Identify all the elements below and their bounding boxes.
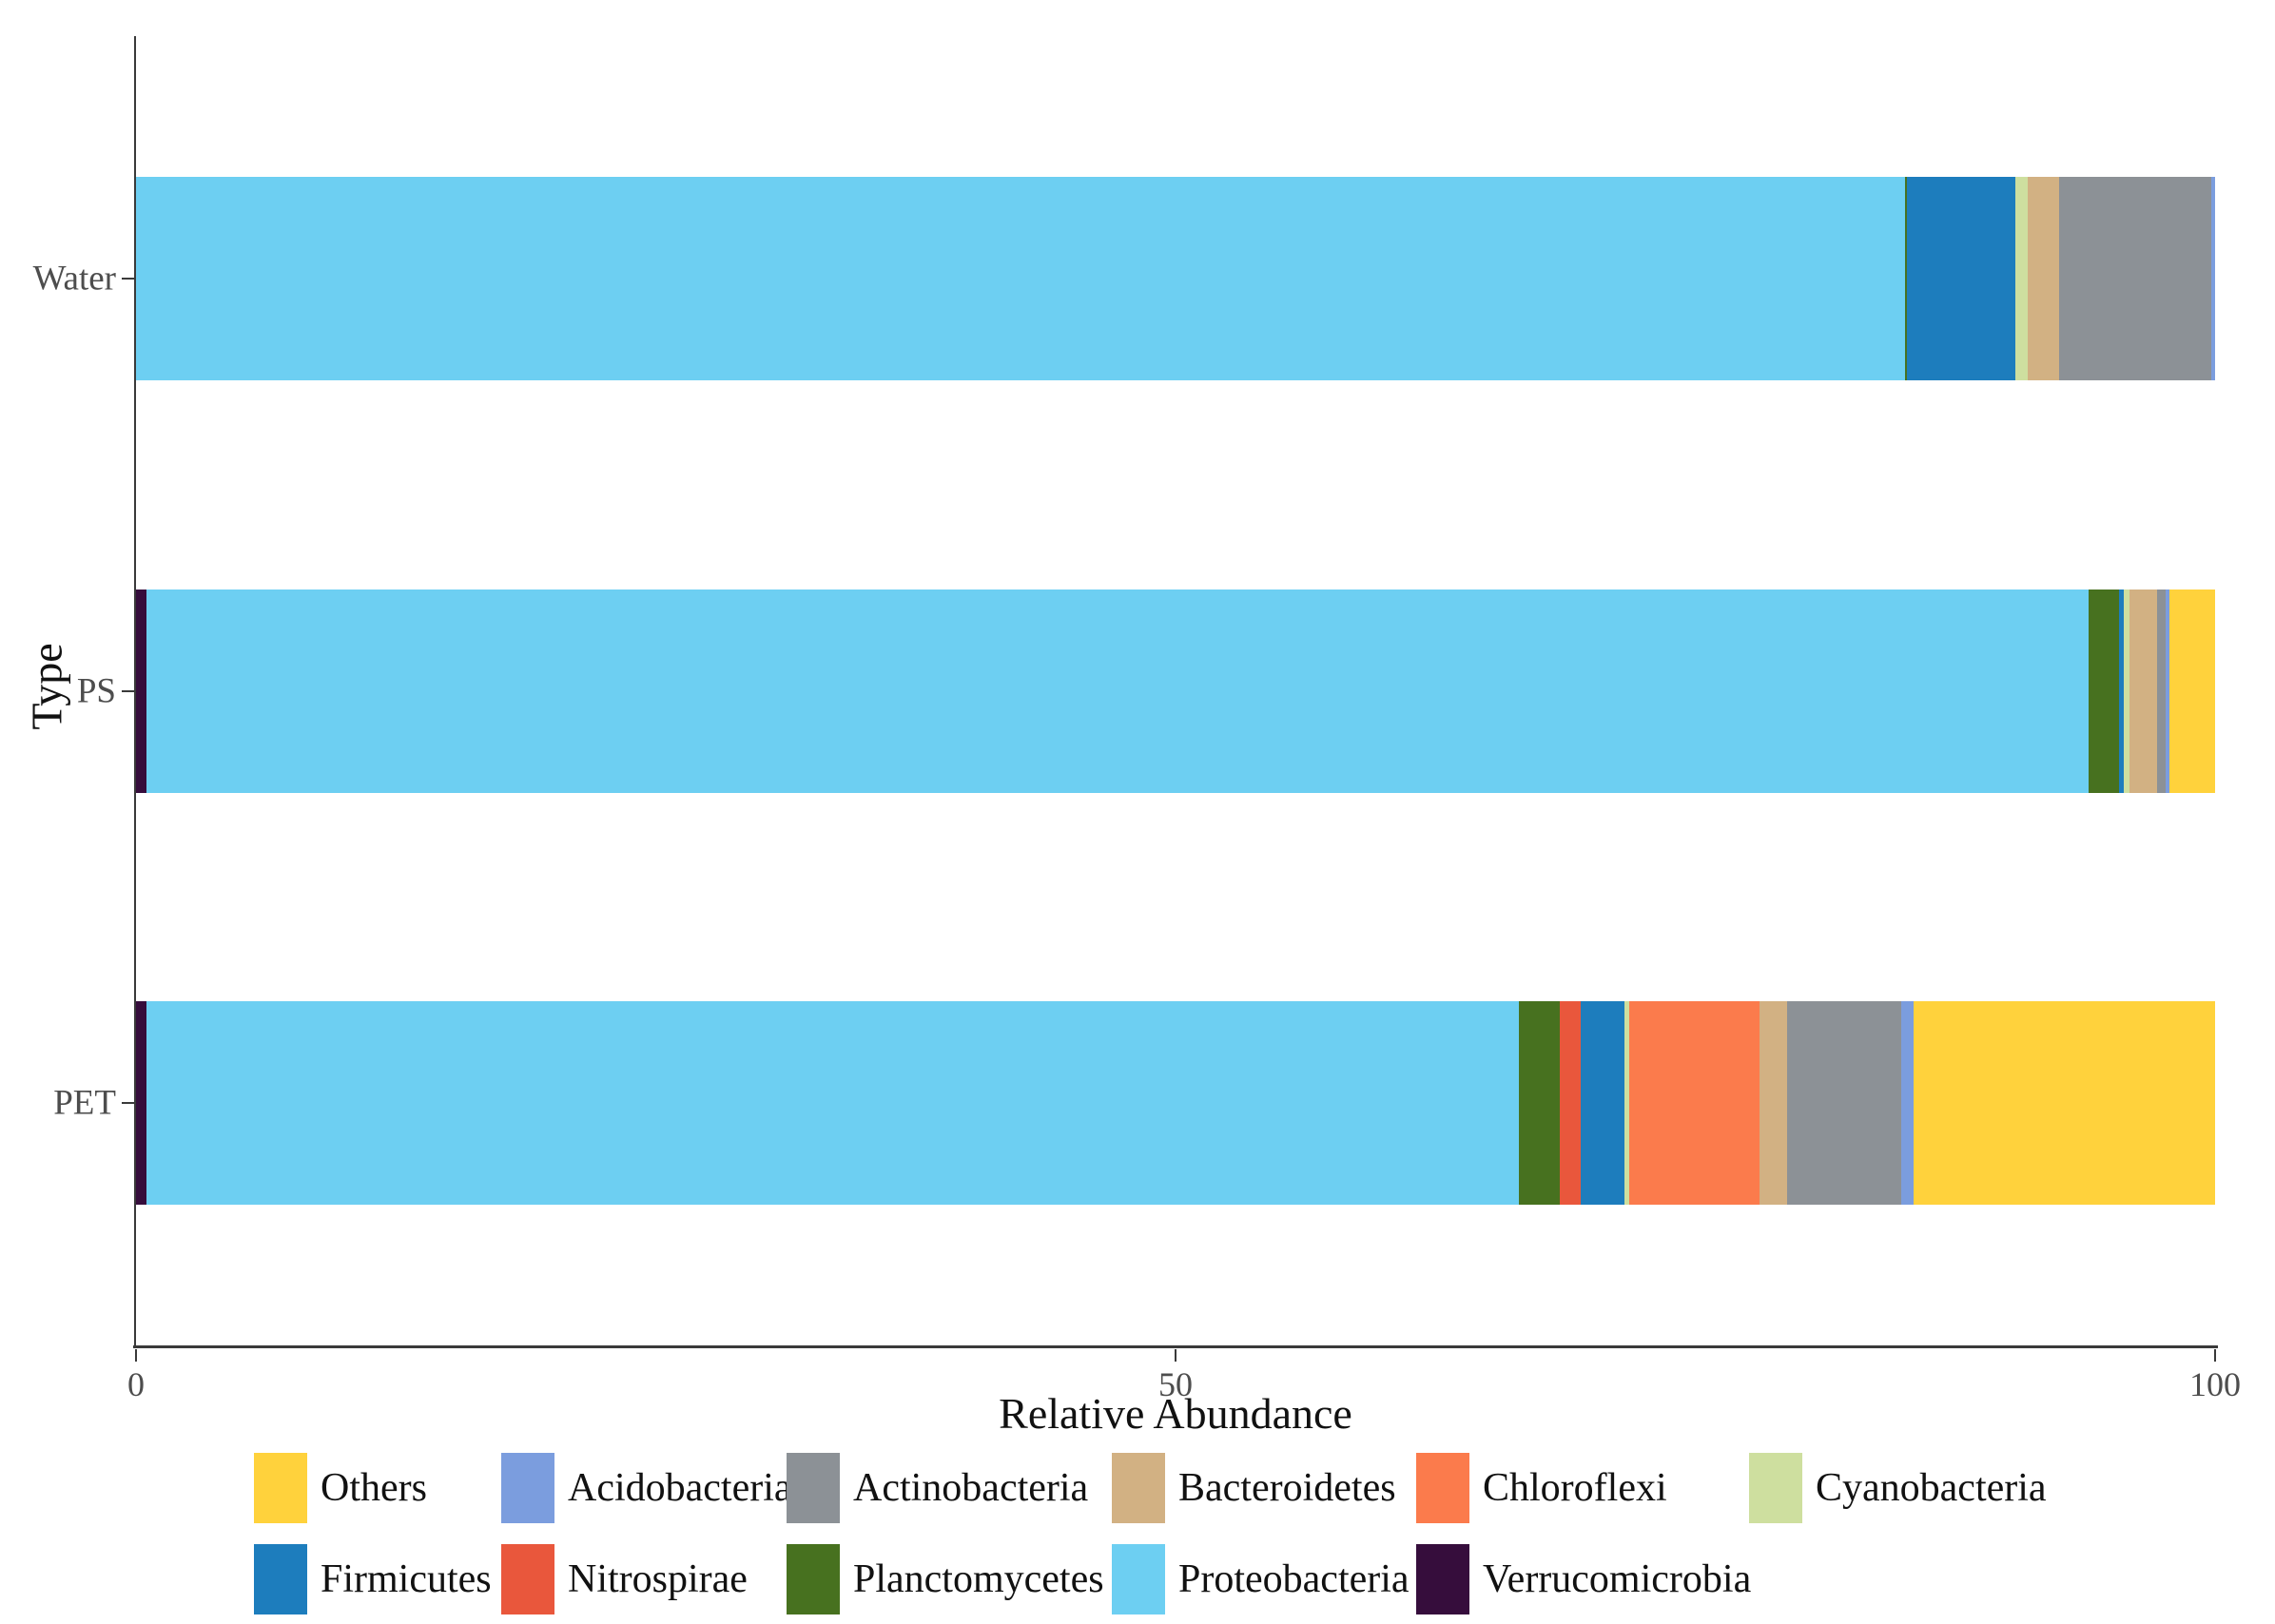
legend-item-cyanobacteria: Cyanobacteria [1749,1453,2149,1523]
legend-swatch-firmicutes [254,1544,307,1614]
legend-item-planctomycetes: Planctomycetes [787,1544,1186,1614]
legend-swatch-acidobacteria [501,1453,554,1523]
segment-firmicutes [1907,177,2016,380]
segment-firmicutes [2119,590,2124,793]
x-tick-mark [1175,1349,1176,1362]
legend-item-others: Others [254,1453,653,1523]
legend-item-actinobacteria: Actinobacteria [787,1453,1186,1523]
segment-verrucomicrobia [136,590,146,793]
bar-ps [136,590,2215,793]
segment-bacteroidetes [1760,1001,1787,1205]
legend-label-chloroflexi: Chloroflexi [1483,1466,1667,1510]
segment-acidobacteria [2210,177,2215,380]
legend-swatch-planctomycetes [787,1544,840,1614]
x-tick-label: 0 [127,1365,145,1403]
bar-pet [136,1001,2215,1205]
x-tick-label: 50 [1158,1365,1193,1403]
segment-actinobacteria [2059,177,2211,380]
legend-swatch-actinobacteria [787,1453,840,1523]
segment-planctomycetes [2088,590,2120,793]
x-axis-title: Relative Abundance [999,1389,1352,1438]
legend-label-nitrospirae: Nitrospirae [568,1557,748,1601]
segment-actinobacteria [2156,590,2166,793]
legend-item-chloroflexi: Chloroflexi [1416,1453,1816,1523]
segment-proteobacteria [146,590,2089,793]
legend-label-acidobacteria: Acidobacteria [568,1466,792,1510]
y-tick-mark [122,278,134,280]
segment-proteobacteria [146,1001,1519,1205]
segment-others [1914,1001,2215,1205]
legend-item-firmicutes: Firmicutes [254,1544,653,1614]
legend-item-bacteroidetes: Bacteroidetes [1112,1453,1511,1523]
segment-others [2168,590,2215,793]
legend-item-acidobacteria: Acidobacteria [501,1453,901,1523]
legend-swatch-chloroflexi [1416,1453,1469,1523]
legend-item-proteobacteria: Proteobacteria [1112,1544,1511,1614]
y-tick-mark [122,1102,134,1104]
y-tick-label: PS [76,671,116,711]
legend-label-proteobacteria: Proteobacteria [1178,1557,1410,1601]
legend-swatch-verrucomicrobia [1416,1544,1469,1614]
bar-water [136,177,2215,380]
x-axis-line [133,1345,2218,1348]
segment-actinobacteria [1786,1001,1901,1205]
segment-cyanobacteria [1624,1001,1629,1205]
x-tick-label: 100 [2189,1365,2241,1403]
segment-proteobacteria [136,177,1906,380]
y-tick-mark [122,690,134,692]
legend-swatch-proteobacteria [1112,1544,1165,1614]
legend-label-planctomycetes: Planctomycetes [853,1557,1104,1601]
segment-acidobacteria [2165,590,2169,793]
y-axis-title: Type [22,643,71,730]
legend-item-nitrospirae: Nitrospirae [501,1544,901,1614]
x-tick-mark [135,1349,137,1362]
legend-label-actinobacteria: Actinobacteria [853,1466,1089,1510]
legend-swatch-others [254,1453,307,1523]
legend-swatch-bacteroidetes [1112,1453,1165,1523]
segment-verrucomicrobia [136,1001,146,1205]
segment-bacteroidetes [2028,177,2060,380]
segment-nitrospirae [1560,1001,1582,1205]
legend-label-verrucomicrobia: Verrucomicrobia [1483,1557,1752,1601]
y-tick-label: Water [32,259,116,299]
segment-chloroflexi [1628,1001,1760,1205]
y-tick-label: PET [53,1083,116,1123]
segment-firmicutes [1581,1001,1625,1205]
y-axis-line [134,36,136,1348]
segment-acidobacteria [1900,1001,1915,1205]
legend-swatch-cyanobacteria [1749,1453,1802,1523]
x-tick-mark [2214,1349,2216,1362]
legend-label-others: Others [321,1466,427,1510]
segment-bacteroidetes [2129,590,2157,793]
legend-label-cyanobacteria: Cyanobacteria [1816,1466,2047,1510]
segment-cyanobacteria [2015,177,2029,380]
legend-label-firmicutes: Firmicutes [321,1557,492,1601]
legend-item-verrucomicrobia: Verrucomicrobia [1416,1544,1816,1614]
segment-cyanobacteria [2123,590,2130,793]
legend-label-bacteroidetes: Bacteroidetes [1178,1466,1396,1510]
legend-swatch-nitrospirae [501,1544,554,1614]
segment-planctomycetes [1905,177,1908,380]
segment-planctomycetes [1518,1001,1561,1205]
